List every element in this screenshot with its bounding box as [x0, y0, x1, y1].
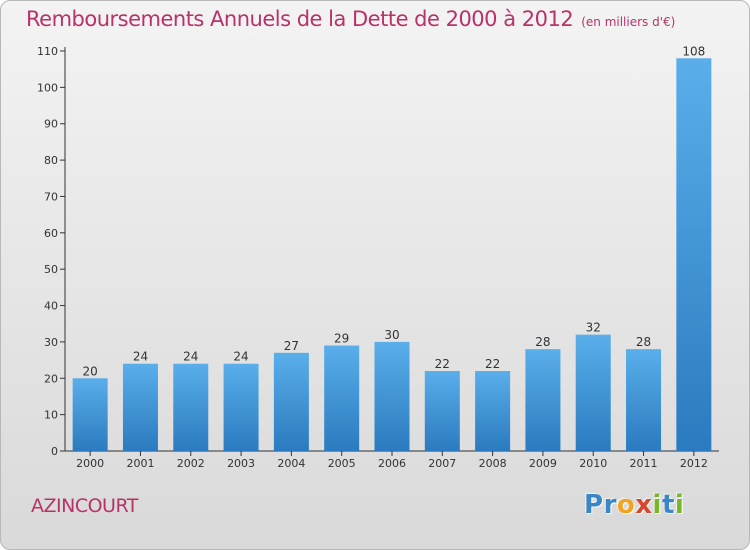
x-tick-label: 2002 [177, 457, 205, 470]
y-tick-label: 30 [44, 336, 58, 349]
logo-letter: x [635, 490, 653, 520]
y-tick-label: 20 [44, 372, 58, 385]
data-label: 24 [233, 350, 248, 364]
bar-series: 20 24 24 24 27 29 30 22 22 28 32 28 108 [72, 44, 712, 451]
y-tick-label: 50 [44, 263, 58, 276]
x-tick-label: 2012 [680, 457, 708, 470]
data-label: 24 [133, 350, 148, 364]
x-tick-label: 2006 [378, 457, 406, 470]
data-label: 22 [435, 357, 450, 371]
y-tick-label: 70 [44, 190, 58, 203]
bar [374, 341, 410, 451]
data-label: 20 [83, 364, 98, 378]
x-tick-label: 2010 [579, 457, 607, 470]
bar [324, 345, 360, 451]
bar [173, 363, 209, 451]
x-tick-label: 2004 [277, 457, 305, 470]
bar [72, 378, 108, 451]
logo-letter: i [674, 490, 685, 520]
data-label: 28 [636, 335, 651, 349]
data-label: 28 [535, 335, 550, 349]
y-tick-label: 40 [44, 300, 58, 313]
x-tick-label: 2011 [630, 457, 658, 470]
y-axis: 0 10 20 30 40 50 60 70 80 90 100 110 [37, 45, 66, 458]
bar [525, 349, 561, 451]
bar [223, 363, 259, 451]
place-name: AZINCOURT [31, 495, 138, 517]
data-label: 22 [485, 357, 500, 371]
data-label: 29 [334, 332, 349, 346]
x-tick-label: 2009 [529, 457, 557, 470]
unit-label: (en milliers d'€) [581, 15, 676, 29]
bar [273, 352, 309, 451]
x-tick-label: 2000 [76, 457, 104, 470]
logo-letter: t [661, 490, 675, 520]
x-axis: 2000 2001 2002 2003 2004 2005 2006 2007 2008 2009… [65, 450, 719, 470]
logo-letter: o [616, 490, 636, 520]
logo-letter: r [603, 490, 617, 520]
bar [575, 334, 611, 451]
bar [122, 363, 158, 451]
y-tick-label: 10 [44, 409, 58, 422]
bar [626, 349, 662, 451]
y-tick-label: 110 [37, 45, 58, 58]
bar [475, 371, 511, 451]
data-label: 30 [384, 328, 399, 342]
logo-letter: i [652, 490, 662, 520]
data-label: 108 [682, 44, 705, 58]
data-label: 27 [284, 339, 299, 353]
x-tick-label: 2007 [428, 457, 456, 470]
bar [424, 371, 460, 451]
bar [676, 58, 712, 451]
data-label: 32 [586, 321, 601, 335]
y-tick-label: 0 [51, 445, 58, 458]
x-tick-label: 2005 [328, 457, 356, 470]
chart-title: Remboursements Annuels de la Dette de 20… [26, 7, 675, 31]
x-tick-label: 2003 [227, 457, 255, 470]
y-tick-label: 90 [44, 118, 58, 131]
y-tick-label: 60 [44, 227, 58, 240]
proxiti-logo: Proxiti [584, 490, 684, 520]
title-text: Remboursements Annuels de la Dette de 20… [26, 7, 574, 31]
y-tick-label: 100 [37, 81, 58, 94]
data-label: 24 [183, 350, 198, 364]
x-tick-label: 2001 [126, 457, 154, 470]
x-tick-label: 2008 [479, 457, 507, 470]
y-tick-label: 80 [44, 154, 58, 167]
logo-letter: P [584, 490, 604, 520]
